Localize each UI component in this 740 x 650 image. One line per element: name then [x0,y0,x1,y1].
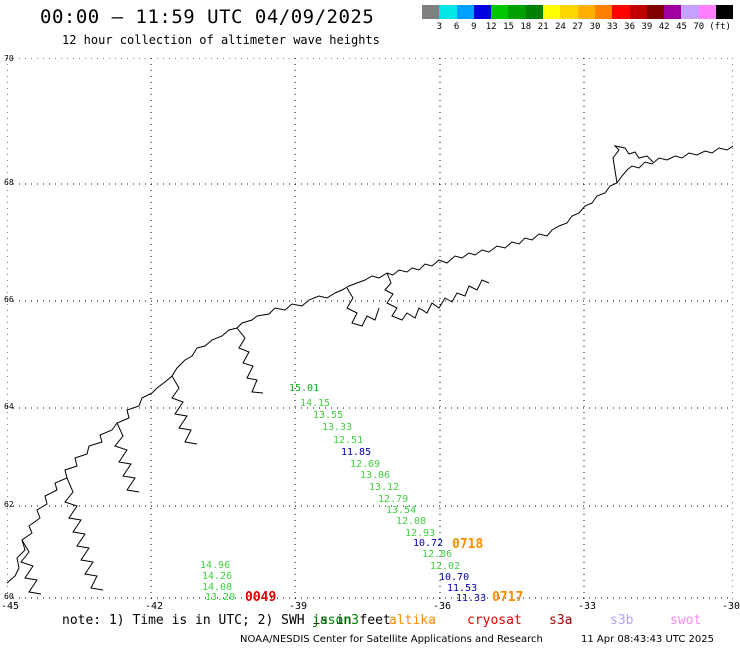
scale-swatch-13 [646,5,665,19]
scale-swatch-11 [612,5,630,19]
legend-s3b: s3b [610,613,634,628]
scale-label: 24 [554,22,566,32]
scale-swatch-10 [594,5,613,19]
wave-height-label: 13.12 [369,482,400,493]
scale-label: 12 [485,22,497,32]
wave-height-label: 13.33 [322,422,353,433]
wave-height-label: 15.01 [289,383,320,394]
wave-height-label: 11.33 [456,593,487,604]
scale-swatch-12 [629,5,647,19]
lat-label-64: 64 [4,402,14,411]
wave-height-label: 13.06 [360,470,391,481]
color-scale-labels: 3 6 9 12 15 18 21 24 27 30 33 36 39 42 45 70 (ft) [422,22,740,34]
wave-height-label: 10.70 [439,572,470,583]
lat-label-68: 68 [4,178,14,187]
coastline-fjords-7 [20,539,42,595]
scale-label: 27 [572,22,584,32]
scale-swatch-0 [422,5,440,19]
color-scale [422,5,734,19]
scale-label: 45 [676,22,687,32]
wave-height-label: 10.72 [413,538,444,549]
lon-label-m33: -33 [577,601,597,612]
map-subtitle: 12 hour collection of altimeter wave hei… [62,33,380,47]
scale-swatch-7 [543,5,561,19]
note-text: note: 1) Time is in UTC; 2) SWH is in fe… [62,613,391,628]
lon-label-m45: -45 [0,601,20,612]
wave-height-label: 12.86 [422,549,453,560]
lat-label-70: 70 [4,54,14,63]
wave-height-label: 12.02 [430,561,461,572]
scale-label: 9 [471,22,477,32]
lon-label-m30: -30 [721,601,740,612]
lon-label-m36: -36 [432,601,452,612]
wave-height-label: 13.54 [386,505,417,516]
coastline-northeast [612,145,654,184]
wave-height-label: 14.08 [202,582,233,593]
scale-swatch-17 [716,5,734,19]
legend-swot: swot [670,613,702,628]
coastline-fjords-6 [64,477,104,591]
scale-label: (ft) [709,22,731,32]
scale-swatch-9 [577,5,595,19]
scale-swatch-8 [560,5,578,19]
lon-label-m42: -42 [144,601,164,612]
coastline-fjords-1 [384,272,490,321]
wave-height-label: 14.15 [300,398,331,409]
wave-height-label: 13.55 [313,410,344,421]
scale-swatch-4 [491,5,509,19]
scale-label: 21 [537,22,549,32]
scale-label: 33 [606,22,618,32]
pass-time-0718: 0718 [452,537,484,552]
scale-label: 15 [503,22,514,32]
wave-height-label: 13.20 [205,592,236,603]
legend-jason3: jason3 [312,613,359,628]
pass-time-0717: 0717 [492,590,524,605]
map-plot [7,58,733,603]
scale-swatch-16 [698,5,717,19]
scale-label: 36 [624,22,636,32]
lat-label-60: 60 [4,592,14,601]
scale-label: 18 [520,22,532,32]
scale-swatch-3 [473,5,492,19]
wave-height-label: 12.93 [405,528,436,539]
credit-text: NOAA/NESDIS Center for Satellite Applica… [240,634,543,645]
pass-time-0049: 0049 [245,590,277,605]
coastline-main [7,145,733,584]
wave-height-label: 11.85 [341,447,372,458]
coastline-fjords-5 [114,422,140,493]
coastline-fjords-3 [236,327,264,394]
scale-swatch-14 [664,5,682,19]
map-title: 00:00 – 11:59 UTC 04/09/2025 [40,6,375,28]
legend-altika: altika [389,613,436,628]
lon-label-m39: -39 [288,601,308,612]
legend-cryosat: cryosat [467,613,522,628]
legend-s3a: s3a [549,613,573,628]
scale-label: 6 [453,22,460,32]
scale-label: 70 [693,22,705,32]
coastline-fjords-4 [171,375,198,445]
scale-label: 3 [436,22,443,32]
lat-label-62: 62 [4,500,14,509]
scale-swatch-2 [456,5,474,19]
greenland-coastline [7,145,733,595]
scale-swatch-5 [508,5,526,19]
scale-swatch-6 [525,5,544,19]
wave-height-label: 11.53 [447,583,478,594]
scale-label: 42 [658,22,670,32]
graticule [7,58,733,603]
wave-height-label: 12.08 [396,516,427,527]
generated-timestamp: 11 Apr 08:43:43 UTC 2025 [581,634,714,645]
wave-height-label: 12.69 [350,459,381,470]
wave-height-label: 12.51 [333,435,364,446]
scale-swatch-15 [681,5,699,19]
wave-height-label: 14.26 [202,571,233,582]
scale-label: 30 [589,22,601,32]
scale-swatch-1 [439,5,457,19]
wave-height-label: 12.79 [378,494,409,505]
coastline-fjords-2 [346,287,380,327]
scale-label: 39 [641,22,653,32]
wave-height-label: 14.96 [200,560,231,571]
lat-label-66: 66 [4,295,14,304]
